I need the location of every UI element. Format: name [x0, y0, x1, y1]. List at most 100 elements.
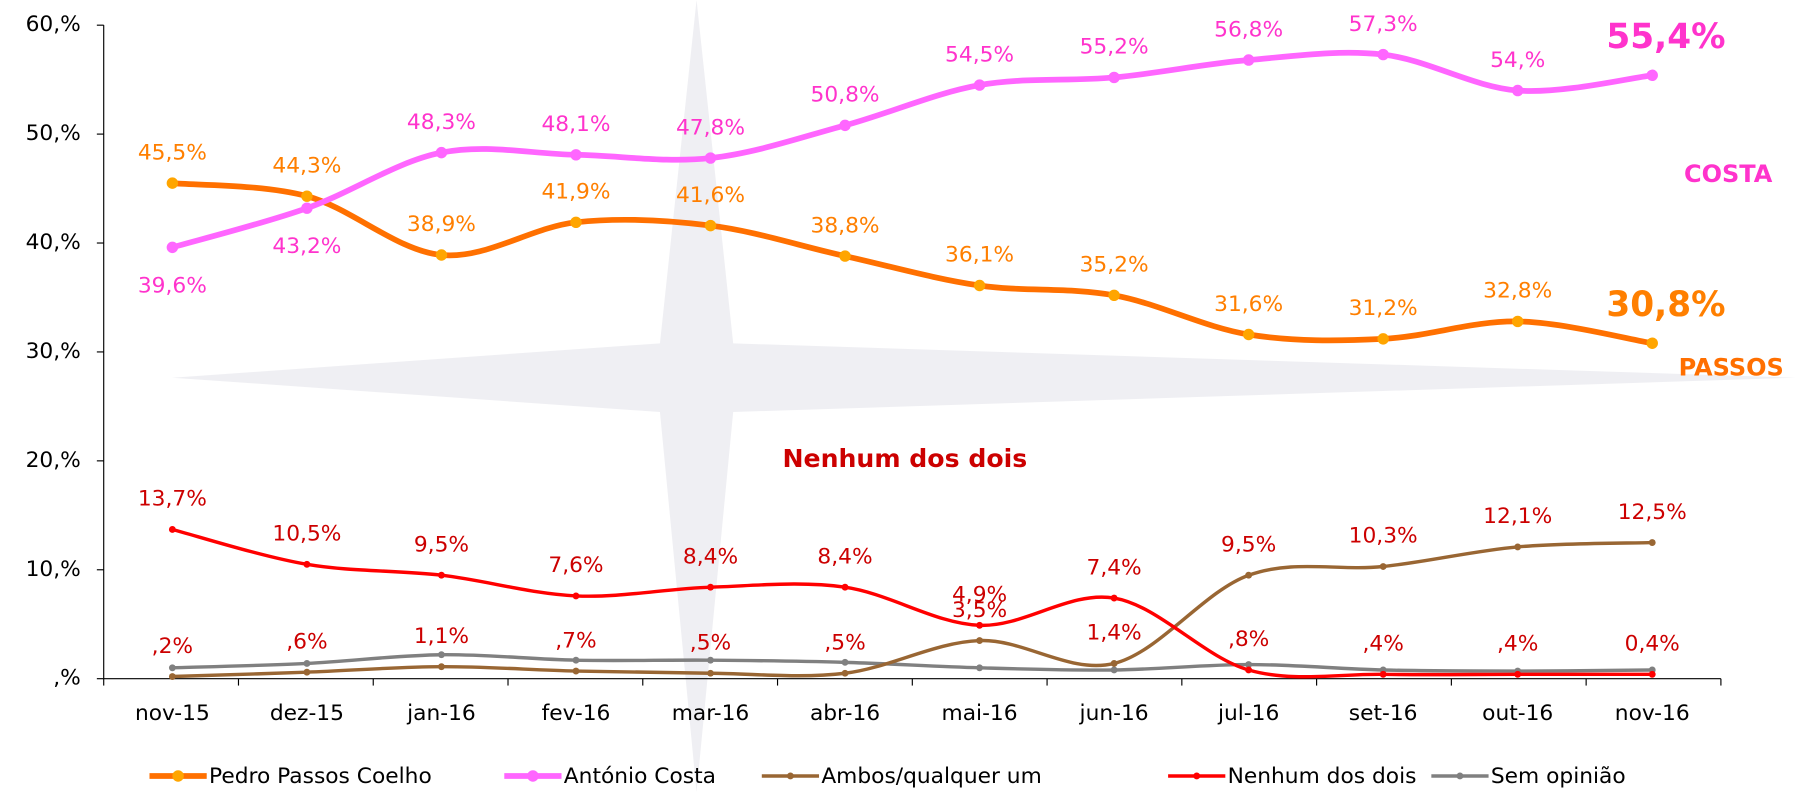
data-label: 1,1% — [414, 624, 469, 649]
data-label: 8,4% — [683, 544, 738, 569]
data-label: 4,9% — [952, 583, 1007, 608]
data-label: ,5% — [824, 630, 865, 655]
point — [570, 217, 581, 228]
y-tick-label: 40,% — [26, 230, 81, 255]
point — [570, 149, 581, 160]
point — [1649, 671, 1656, 678]
point — [1245, 572, 1252, 579]
point — [167, 177, 178, 188]
point — [976, 664, 983, 671]
point — [301, 202, 312, 213]
point — [169, 673, 176, 680]
legend-marker — [1457, 773, 1464, 780]
legend-marker — [787, 773, 794, 780]
point — [303, 660, 310, 667]
data-label: 7,6% — [548, 553, 603, 578]
point — [1377, 49, 1388, 60]
data-label: 48,1% — [541, 112, 610, 137]
data-label: 32,8% — [1483, 279, 1552, 304]
annotation: PASSOS — [1679, 354, 1784, 382]
point — [573, 592, 580, 599]
y-tick-label: 50,% — [26, 121, 81, 146]
point — [707, 584, 714, 591]
x-tick-label: out-16 — [1482, 701, 1553, 726]
data-label: 54,% — [1490, 48, 1545, 73]
y-tick-label: ,% — [53, 666, 81, 691]
point — [1647, 338, 1658, 349]
data-label: 50,8% — [811, 83, 880, 108]
point — [438, 663, 445, 670]
legend-marker — [527, 770, 538, 781]
point — [976, 637, 983, 644]
data-label: 9,5% — [414, 532, 469, 557]
legend-label: Ambos/qualquer um — [821, 764, 1041, 789]
x-tick-label: mai-16 — [942, 701, 1018, 726]
data-label: 45,5% — [138, 140, 207, 165]
data-label: 8,4% — [817, 544, 872, 569]
data-label: 12,5% — [1618, 500, 1687, 525]
point — [169, 526, 176, 533]
point — [1243, 54, 1254, 65]
data-label: 10,3% — [1349, 524, 1418, 549]
point — [707, 657, 714, 664]
data-label: 54,5% — [945, 42, 1014, 67]
point — [974, 280, 985, 291]
legend-label: Nenhum dos dois — [1228, 764, 1417, 789]
data-label: 39,6% — [138, 273, 207, 298]
point — [842, 584, 849, 591]
data-label: ,8% — [1228, 627, 1269, 652]
point — [974, 79, 985, 90]
point — [301, 190, 312, 201]
y-tick-label: 20,% — [26, 448, 81, 473]
x-tick-label: dez-15 — [270, 701, 344, 726]
data-label: ,4% — [1362, 632, 1403, 657]
point — [303, 561, 310, 568]
data-label: 38,9% — [407, 212, 476, 237]
point — [1380, 563, 1387, 570]
data-label: 43,2% — [272, 234, 341, 259]
data-label: ,5% — [690, 630, 731, 655]
point — [573, 657, 580, 664]
point — [842, 670, 849, 677]
data-label: 57,3% — [1349, 12, 1418, 37]
point — [1108, 290, 1119, 301]
data-label: 1,4% — [1086, 621, 1141, 646]
data-label: ,6% — [286, 629, 327, 654]
data-label: 35,2% — [1080, 253, 1149, 278]
y-tick-label: 60,% — [26, 12, 81, 37]
point — [1111, 660, 1118, 667]
x-tick-label: nov-15 — [135, 701, 210, 726]
legend-label: Pedro Passos Coelho — [209, 764, 432, 789]
point — [303, 669, 310, 676]
series-line — [172, 183, 1652, 343]
point — [1243, 329, 1254, 340]
point — [573, 668, 580, 675]
data-label: 7,4% — [1086, 555, 1141, 580]
point — [436, 249, 447, 260]
data-label: 31,2% — [1349, 296, 1418, 321]
x-tick-label: set-16 — [1349, 701, 1418, 726]
point — [707, 670, 714, 677]
annotation: COSTA — [1684, 160, 1773, 188]
data-label: 9,5% — [1221, 532, 1276, 557]
point — [1647, 70, 1658, 81]
point — [839, 120, 850, 131]
legend-marker — [1193, 773, 1200, 780]
point — [169, 664, 176, 671]
legend-label: António Costa — [564, 764, 716, 789]
point — [436, 147, 447, 158]
point — [1512, 316, 1523, 327]
data-label: 30,8% — [1606, 285, 1725, 325]
y-tick-label: 30,% — [26, 339, 81, 364]
point — [1512, 85, 1523, 96]
point — [1649, 539, 1656, 546]
data-label: 47,8% — [676, 115, 745, 140]
legend-label: Sem opinião — [1491, 764, 1626, 789]
data-label: 48,3% — [407, 110, 476, 135]
point — [705, 220, 716, 231]
x-tick-label: mar-16 — [672, 701, 750, 726]
point — [976, 622, 983, 629]
data-label: 41,9% — [541, 180, 610, 205]
data-label: 55,4% — [1606, 17, 1725, 57]
point — [1111, 667, 1118, 674]
